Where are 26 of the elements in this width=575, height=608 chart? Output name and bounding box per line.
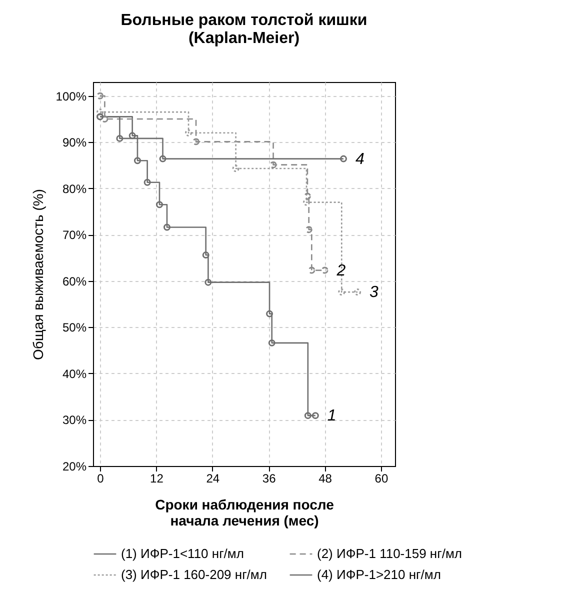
annotation: 1 [327, 408, 336, 425]
x-tick-label: 48 [318, 472, 332, 486]
legend-label: (1) ИФР-1<110 нг/мл [121, 546, 244, 561]
y-tick-label: 100% [56, 89, 87, 104]
x-tick-label: 0 [97, 472, 104, 486]
y-tick-label: 30% [62, 413, 87, 428]
x-tick-label: 24 [206, 472, 220, 486]
annotation: 4 [355, 150, 364, 168]
y-tick-label: 70% [62, 228, 87, 242]
y-tick-label: 90% [62, 136, 87, 150]
legend-label: (3) ИФР-1 160-209 нг/мл [121, 567, 267, 582]
y-tick-label: 50% [62, 320, 87, 335]
y-tick-label: 20% [62, 460, 87, 474]
y-tick-label: 80% [62, 182, 87, 196]
chart-title: Больные раком толстой кишки (Kaplan-Meier) [120, 12, 368, 47]
x-tick-label: 60 [374, 472, 388, 486]
y-axis-title: Общая выживаемость (%) [30, 188, 46, 360]
y-tick-label: 40% [62, 366, 87, 381]
annotation: 3 [370, 284, 379, 302]
annotation: 2 [336, 262, 346, 280]
legend-label: (2) ИФР-1 110-159 нг/мл [317, 546, 462, 561]
y-tick-label: 60% [62, 274, 87, 288]
x-axis-title: Сроки наблюдения после начала лечения (мес) [155, 496, 334, 528]
x-tick-label: 12 [150, 472, 164, 486]
x-tick-label: 36 [262, 472, 276, 486]
legend-label: (4) ИФР-1>210 нг/мл [317, 567, 441, 582]
